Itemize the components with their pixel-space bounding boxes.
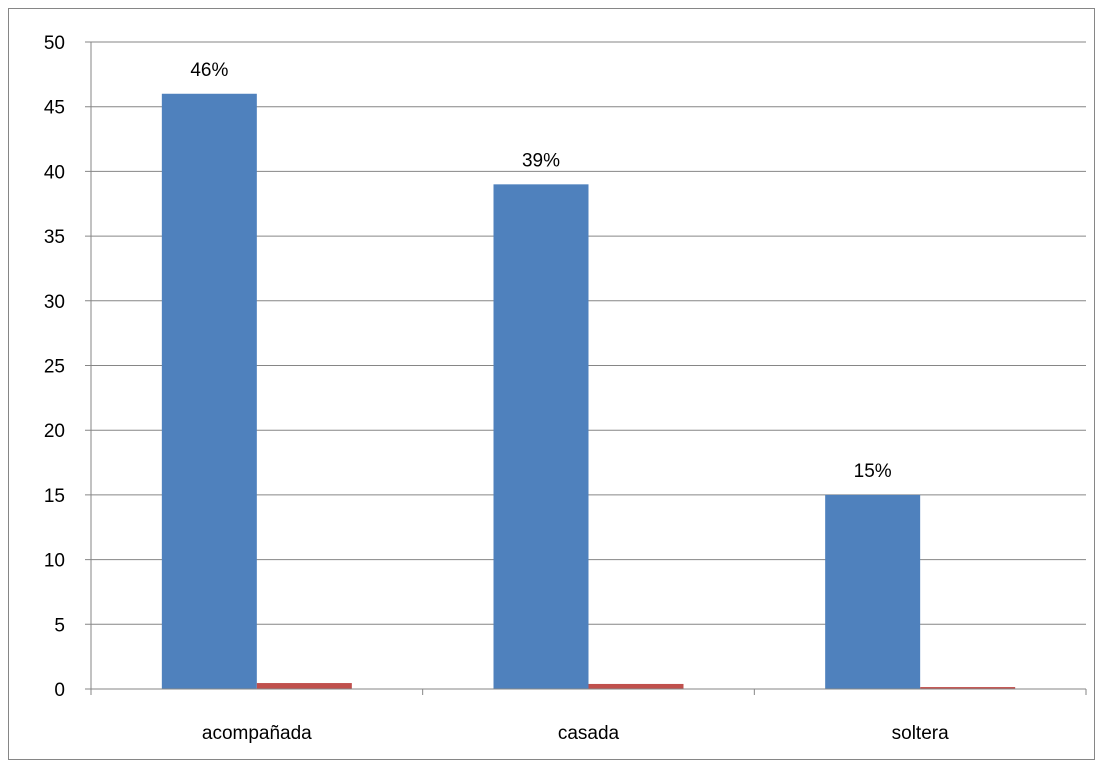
- axes: [85, 42, 1087, 695]
- chart-frame: 0 5 10 15 20 25 30 35 40 45 50 46% 39% 15% acompañada c…: [8, 8, 1095, 760]
- y-tick-label: 45: [44, 98, 65, 119]
- y-tick-label: 50: [44, 33, 65, 54]
- labels: 0 5 10 15 20 25 30 35 40 45 50 46% 39% 15% acompañada c…: [44, 33, 949, 744]
- y-tick-label: 10: [44, 551, 65, 572]
- bars: [161, 93, 1016, 689]
- y-tick-label: 20: [44, 421, 65, 442]
- y-tick-label: 25: [44, 357, 65, 378]
- y-tick-label: 0: [54, 680, 65, 701]
- y-tick-label: 40: [44, 162, 65, 183]
- bar-series1-1: [161, 93, 257, 689]
- x-category-label: casada: [558, 723, 620, 744]
- bar-series1-2: [493, 184, 589, 689]
- bar-series2-2: [588, 683, 684, 689]
- x-category-label: soltera: [892, 723, 949, 744]
- bar-series2-1: [256, 683, 352, 689]
- y-tick-label: 15: [44, 486, 65, 507]
- data-label: 39%: [522, 150, 560, 171]
- bar-series2-3: [920, 687, 1016, 689]
- y-tick-label: 30: [44, 292, 65, 313]
- bar-series1-3: [825, 494, 921, 689]
- y-tick-label: 35: [44, 227, 65, 248]
- x-category-label: acompañada: [202, 723, 312, 744]
- y-tick-label: 5: [54, 615, 65, 636]
- data-label: 15%: [854, 461, 892, 482]
- bar-chart: 0 5 10 15 20 25 30 35 40 45 50 46% 39% 15% acompañada c…: [44, 33, 1087, 744]
- data-label: 46%: [190, 60, 228, 81]
